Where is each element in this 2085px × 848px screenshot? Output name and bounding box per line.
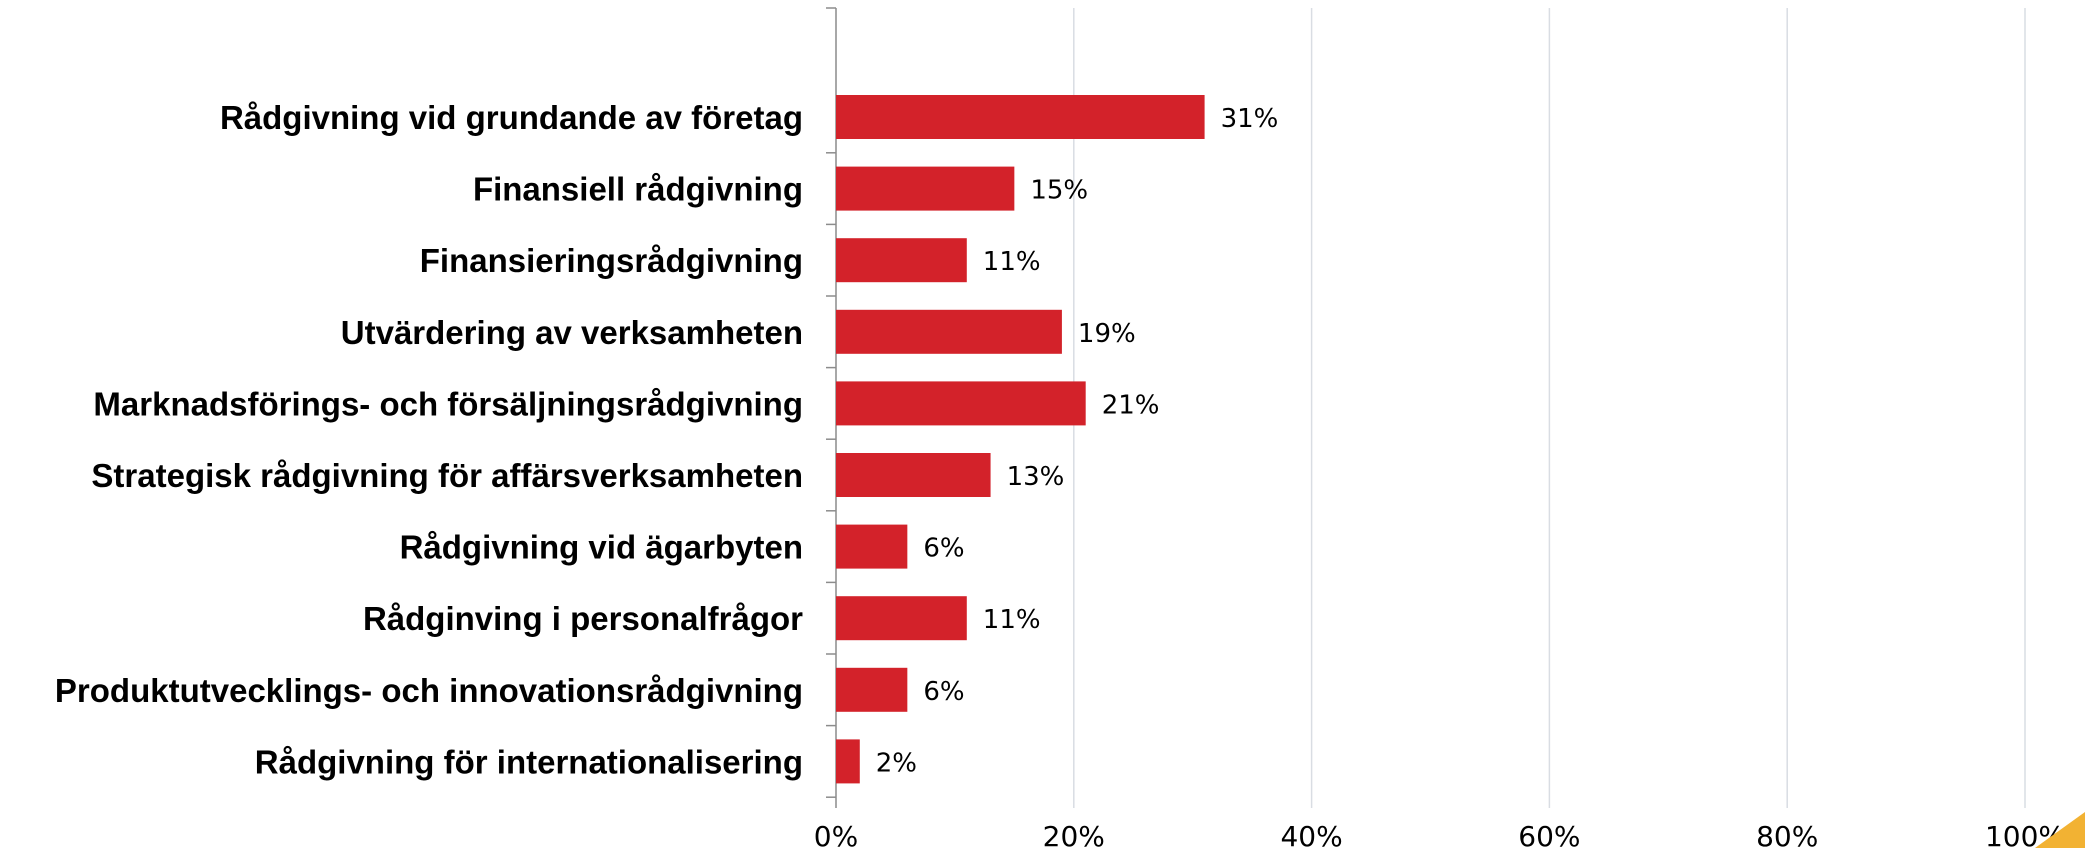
- value-label: 6%: [923, 677, 964, 707]
- category-label: Finansiell rådgivning: [473, 171, 803, 208]
- value-label: 13%: [1007, 462, 1065, 492]
- value-label: 15%: [1030, 176, 1088, 206]
- category-label: Rådgivning för internationalisering: [255, 743, 803, 780]
- value-label: 31%: [1221, 104, 1279, 134]
- value-label: 2%: [876, 748, 917, 778]
- category-label: Finansieringsrådgivning: [420, 242, 803, 279]
- value-label: 19%: [1078, 319, 1136, 349]
- value-label: 6%: [923, 534, 964, 564]
- x-tick-labels: 0% 20% 40% 60% 80% 100%: [814, 820, 2065, 848]
- category-label: Utvärdering av verksamheten: [341, 314, 803, 351]
- x-tick-label: 80%: [1756, 820, 1818, 848]
- bar: [836, 524, 908, 569]
- bar: [836, 381, 1086, 426]
- x-tick-label: 40%: [1280, 820, 1342, 848]
- bar: [836, 309, 1062, 354]
- bar: [836, 667, 908, 712]
- bar: [836, 238, 967, 283]
- x-tick-label: 0%: [814, 820, 858, 848]
- category-label: Rådginving i personalfrågor: [363, 600, 803, 637]
- category-label: Marknadsförings- och försäljningsrådgivn…: [93, 385, 803, 422]
- value-label: 11%: [983, 247, 1041, 277]
- category-label: Strategisk rådgivning för affärsverksamh…: [91, 457, 803, 494]
- bar: [836, 453, 991, 497]
- corner-decoration: [2035, 812, 2085, 848]
- x-tick-label: 20%: [1043, 820, 1105, 848]
- bar: [836, 739, 860, 784]
- value-label: 11%: [983, 605, 1041, 635]
- category-label: Rådgivning vid grundande av företag: [220, 99, 803, 136]
- value-labels: 31% 15% 11% 19% 21% 13% 6% 11% 6% 2%: [876, 104, 1279, 778]
- bar: [836, 95, 1205, 139]
- bar: [836, 166, 1015, 211]
- value-label: 21%: [1102, 390, 1160, 420]
- category-axis: [826, 7, 837, 808]
- category-label: Produktutvecklings- och innovationsrådgi…: [55, 672, 803, 709]
- gridlines: [1073, 8, 2026, 808]
- x-tick-label: 60%: [1518, 820, 1580, 848]
- bars: [836, 95, 1205, 784]
- category-label: Rådgivning vid ägarbyten: [400, 529, 803, 566]
- category-labels: Rådgivning vid grundande av företag Finan…: [55, 99, 803, 780]
- bar: [836, 596, 967, 641]
